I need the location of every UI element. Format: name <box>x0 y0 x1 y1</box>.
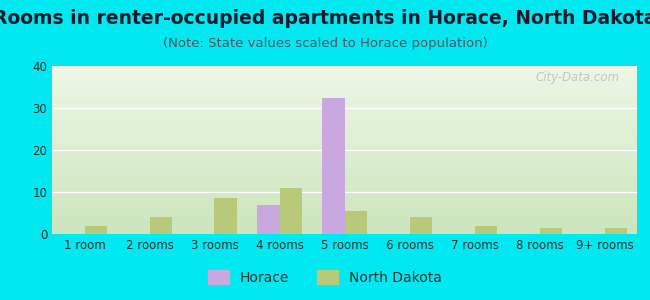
Bar <box>214 198 237 234</box>
Bar <box>150 217 172 234</box>
Text: City-Data.com: City-Data.com <box>536 71 619 84</box>
Bar <box>410 217 432 234</box>
Bar <box>322 98 344 234</box>
Text: (Note: State values scaled to Horace population): (Note: State values scaled to Horace pop… <box>162 38 488 50</box>
Bar <box>344 211 367 234</box>
Bar <box>84 226 107 234</box>
Bar <box>540 228 562 234</box>
Bar <box>280 188 302 234</box>
Text: Rooms in renter-occupied apartments in Horace, North Dakota: Rooms in renter-occupied apartments in H… <box>0 9 650 28</box>
Bar <box>474 226 497 234</box>
Bar <box>604 228 627 234</box>
Legend: Horace, North Dakota: Horace, North Dakota <box>203 264 447 290</box>
Bar <box>257 205 280 234</box>
